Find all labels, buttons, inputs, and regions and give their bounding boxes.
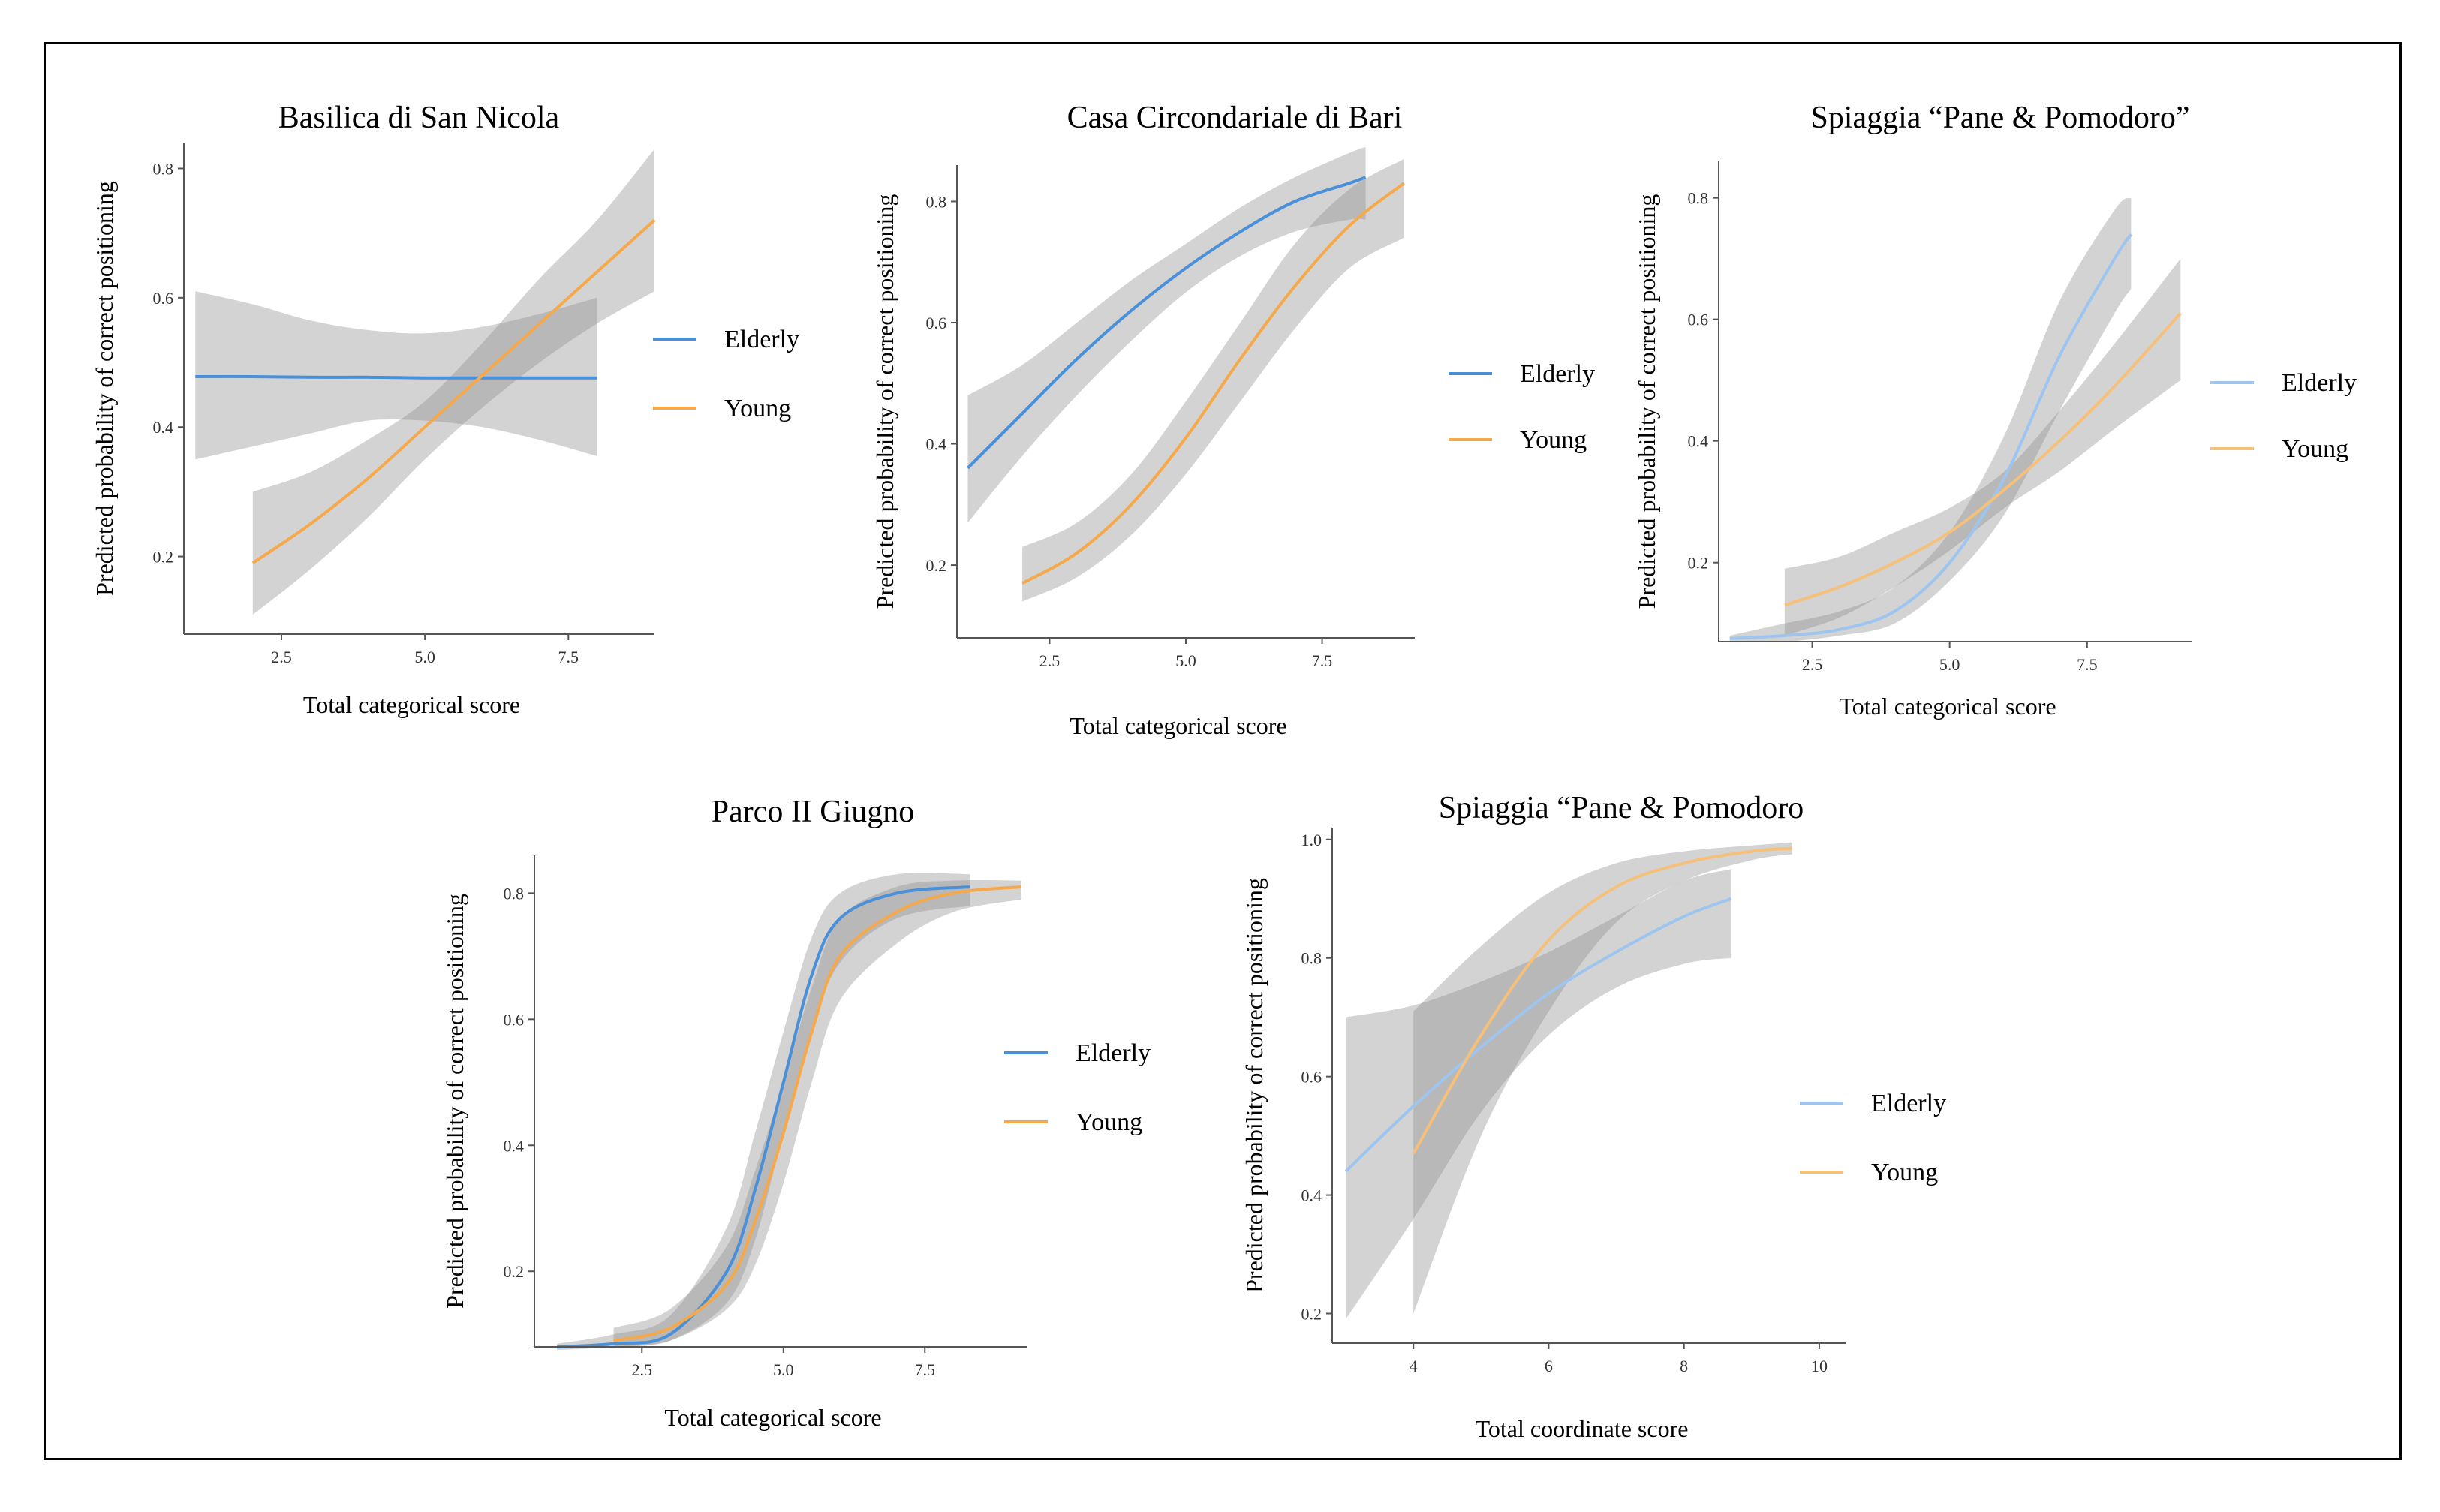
panel-title: Casa Circondariale di Bari [1067, 101, 1403, 135]
x-axis-label: Total categorical score [1070, 712, 1286, 739]
confidence-band-elderly [1729, 197, 2132, 642]
panel-title: Spiaggia “Pane & Pomodoro [1439, 791, 1804, 825]
x-tick-label: 10 [1811, 1357, 1828, 1375]
confidence-band-young [252, 149, 654, 615]
y-tick-label: 0.4 [1301, 1186, 1322, 1205]
y-tick-label: 0.6 [153, 289, 174, 308]
y-tick-label: 0.6 [504, 1010, 525, 1029]
panel-title: Spiaggia “Pane & Pomodoro” [1810, 101, 2189, 135]
series-line-young [251, 218, 656, 564]
y-tick-label: 0.2 [926, 556, 947, 575]
legend-label-elderly: Elderly [1871, 1090, 1946, 1117]
x-tick-label: 7.5 [1312, 651, 1333, 670]
x-tick-label: 2.5 [1039, 651, 1061, 670]
panel-1: Basilica di San Nicola 0.2 0.4 0.6 0.8 2.5 5.0… [91, 101, 799, 718]
panel-5: Spiaggia “Pane & Pomodoro 0.2 0.4 0.6 0.8 1.0… [1241, 791, 1946, 1442]
panel-title: Basilica di San Nicola [278, 101, 560, 135]
series-line-elderly [1729, 233, 2133, 640]
y-tick-label: 0.6 [926, 314, 947, 332]
x-tick-label: 5.0 [773, 1360, 794, 1379]
series-line-elderly [967, 176, 1367, 470]
y-tick-label: 0.6 [1688, 311, 1709, 329]
y-axis-label: Predicted probability of correct positio… [441, 894, 468, 1309]
y-tick-label: 0.8 [504, 884, 525, 903]
confidence-band-young [1413, 842, 1792, 1314]
y-axis-label: Predicted probability of correct positio… [1241, 878, 1268, 1293]
series-line-elderly [557, 885, 970, 1348]
confidence-band-elderly [195, 291, 597, 460]
series-line-young [1784, 312, 2182, 607]
series-line-young [613, 885, 1021, 1342]
y-tick-label: 0.2 [1688, 554, 1709, 573]
x-tick-label: 7.5 [915, 1360, 936, 1379]
y-tick-label: 0.2 [504, 1262, 525, 1281]
panel-4: Parco II Giugno 0.2 0.4 0.6 0.8 2.5 5.0 7.5 Tota… [441, 795, 1151, 1431]
y-axis-label: Predicted probability of correct positio… [91, 181, 118, 596]
x-axis-label: Total coordinate score [1476, 1415, 1689, 1442]
y-axis-label: Predicted probability of correct positio… [871, 194, 898, 609]
x-tick-label: 5.0 [1175, 651, 1196, 670]
legend-label-young: Young [2282, 435, 2348, 463]
x-tick-label: 7.5 [2077, 655, 2098, 674]
y-tick-label: 0.8 [1301, 949, 1322, 968]
y-tick-label: 0.8 [1688, 189, 1709, 208]
y-tick-label: 0.6 [1301, 1068, 1322, 1087]
y-tick-label: 1.0 [1301, 831, 1322, 849]
x-tick-label: 5.0 [414, 648, 435, 666]
x-axis-label: Total categorical score [664, 1404, 881, 1431]
legend-label-elderly: Elderly [2282, 369, 2357, 397]
x-axis-label: Total categorical score [303, 691, 520, 718]
y-tick-label: 0.4 [504, 1136, 525, 1155]
y-tick-label: 0.4 [153, 418, 174, 437]
legend-label-young: Young [1871, 1159, 1938, 1186]
x-tick-label: 2.5 [1802, 655, 1823, 674]
legend-label-elderly: Elderly [1520, 360, 1595, 388]
y-tick-label: 0.2 [1301, 1305, 1322, 1324]
figure-frame [44, 42, 2402, 1460]
panel-3: Spiaggia “Pane & Pomodoro” 0.2 0.4 0.6 0.8 2.… [1633, 101, 2357, 720]
legend-label-young: Young [1520, 426, 1587, 454]
series-line-young [1412, 846, 1793, 1155]
y-tick-label: 0.4 [926, 435, 947, 454]
x-tick-label: 5.0 [1939, 655, 1960, 674]
x-tick-label: 2.5 [632, 1360, 653, 1379]
series-line-elderly [195, 374, 597, 380]
confidence-band-young [613, 879, 1021, 1347]
x-tick-label: 4 [1410, 1357, 1418, 1375]
x-tick-label: 8 [1680, 1357, 1688, 1375]
series-line-young [1021, 182, 1405, 585]
x-tick-label: 7.5 [558, 648, 579, 666]
y-tick-label: 0.8 [153, 159, 174, 178]
x-tick-label: 6 [1545, 1357, 1553, 1375]
y-tick-label: 0.8 [926, 192, 947, 211]
confidence-band-elderly [967, 146, 1366, 523]
y-tick-label: 0.4 [1688, 432, 1709, 451]
series-line-elderly [1344, 897, 1732, 1173]
legend-label-young: Young [1076, 1108, 1142, 1136]
y-tick-label: 0.2 [153, 548, 174, 567]
legend-label-elderly: Elderly [1076, 1039, 1151, 1067]
panel-title: Parco II Giugno [712, 795, 915, 829]
panel-2: Casa Circondariale di Bari 0.2 0.4 0.6 0.8 2.… [871, 101, 1595, 739]
legend-label-elderly: Elderly [724, 326, 799, 353]
y-axis-label: Predicted probability of correct positio… [1633, 194, 1660, 609]
legend-label-young: Young [724, 395, 791, 422]
x-axis-label: Total categorical score [1839, 693, 2056, 720]
x-tick-label: 2.5 [271, 648, 292, 666]
confidence-band-elderly [557, 873, 970, 1351]
confidence-band-young [1784, 258, 2181, 636]
